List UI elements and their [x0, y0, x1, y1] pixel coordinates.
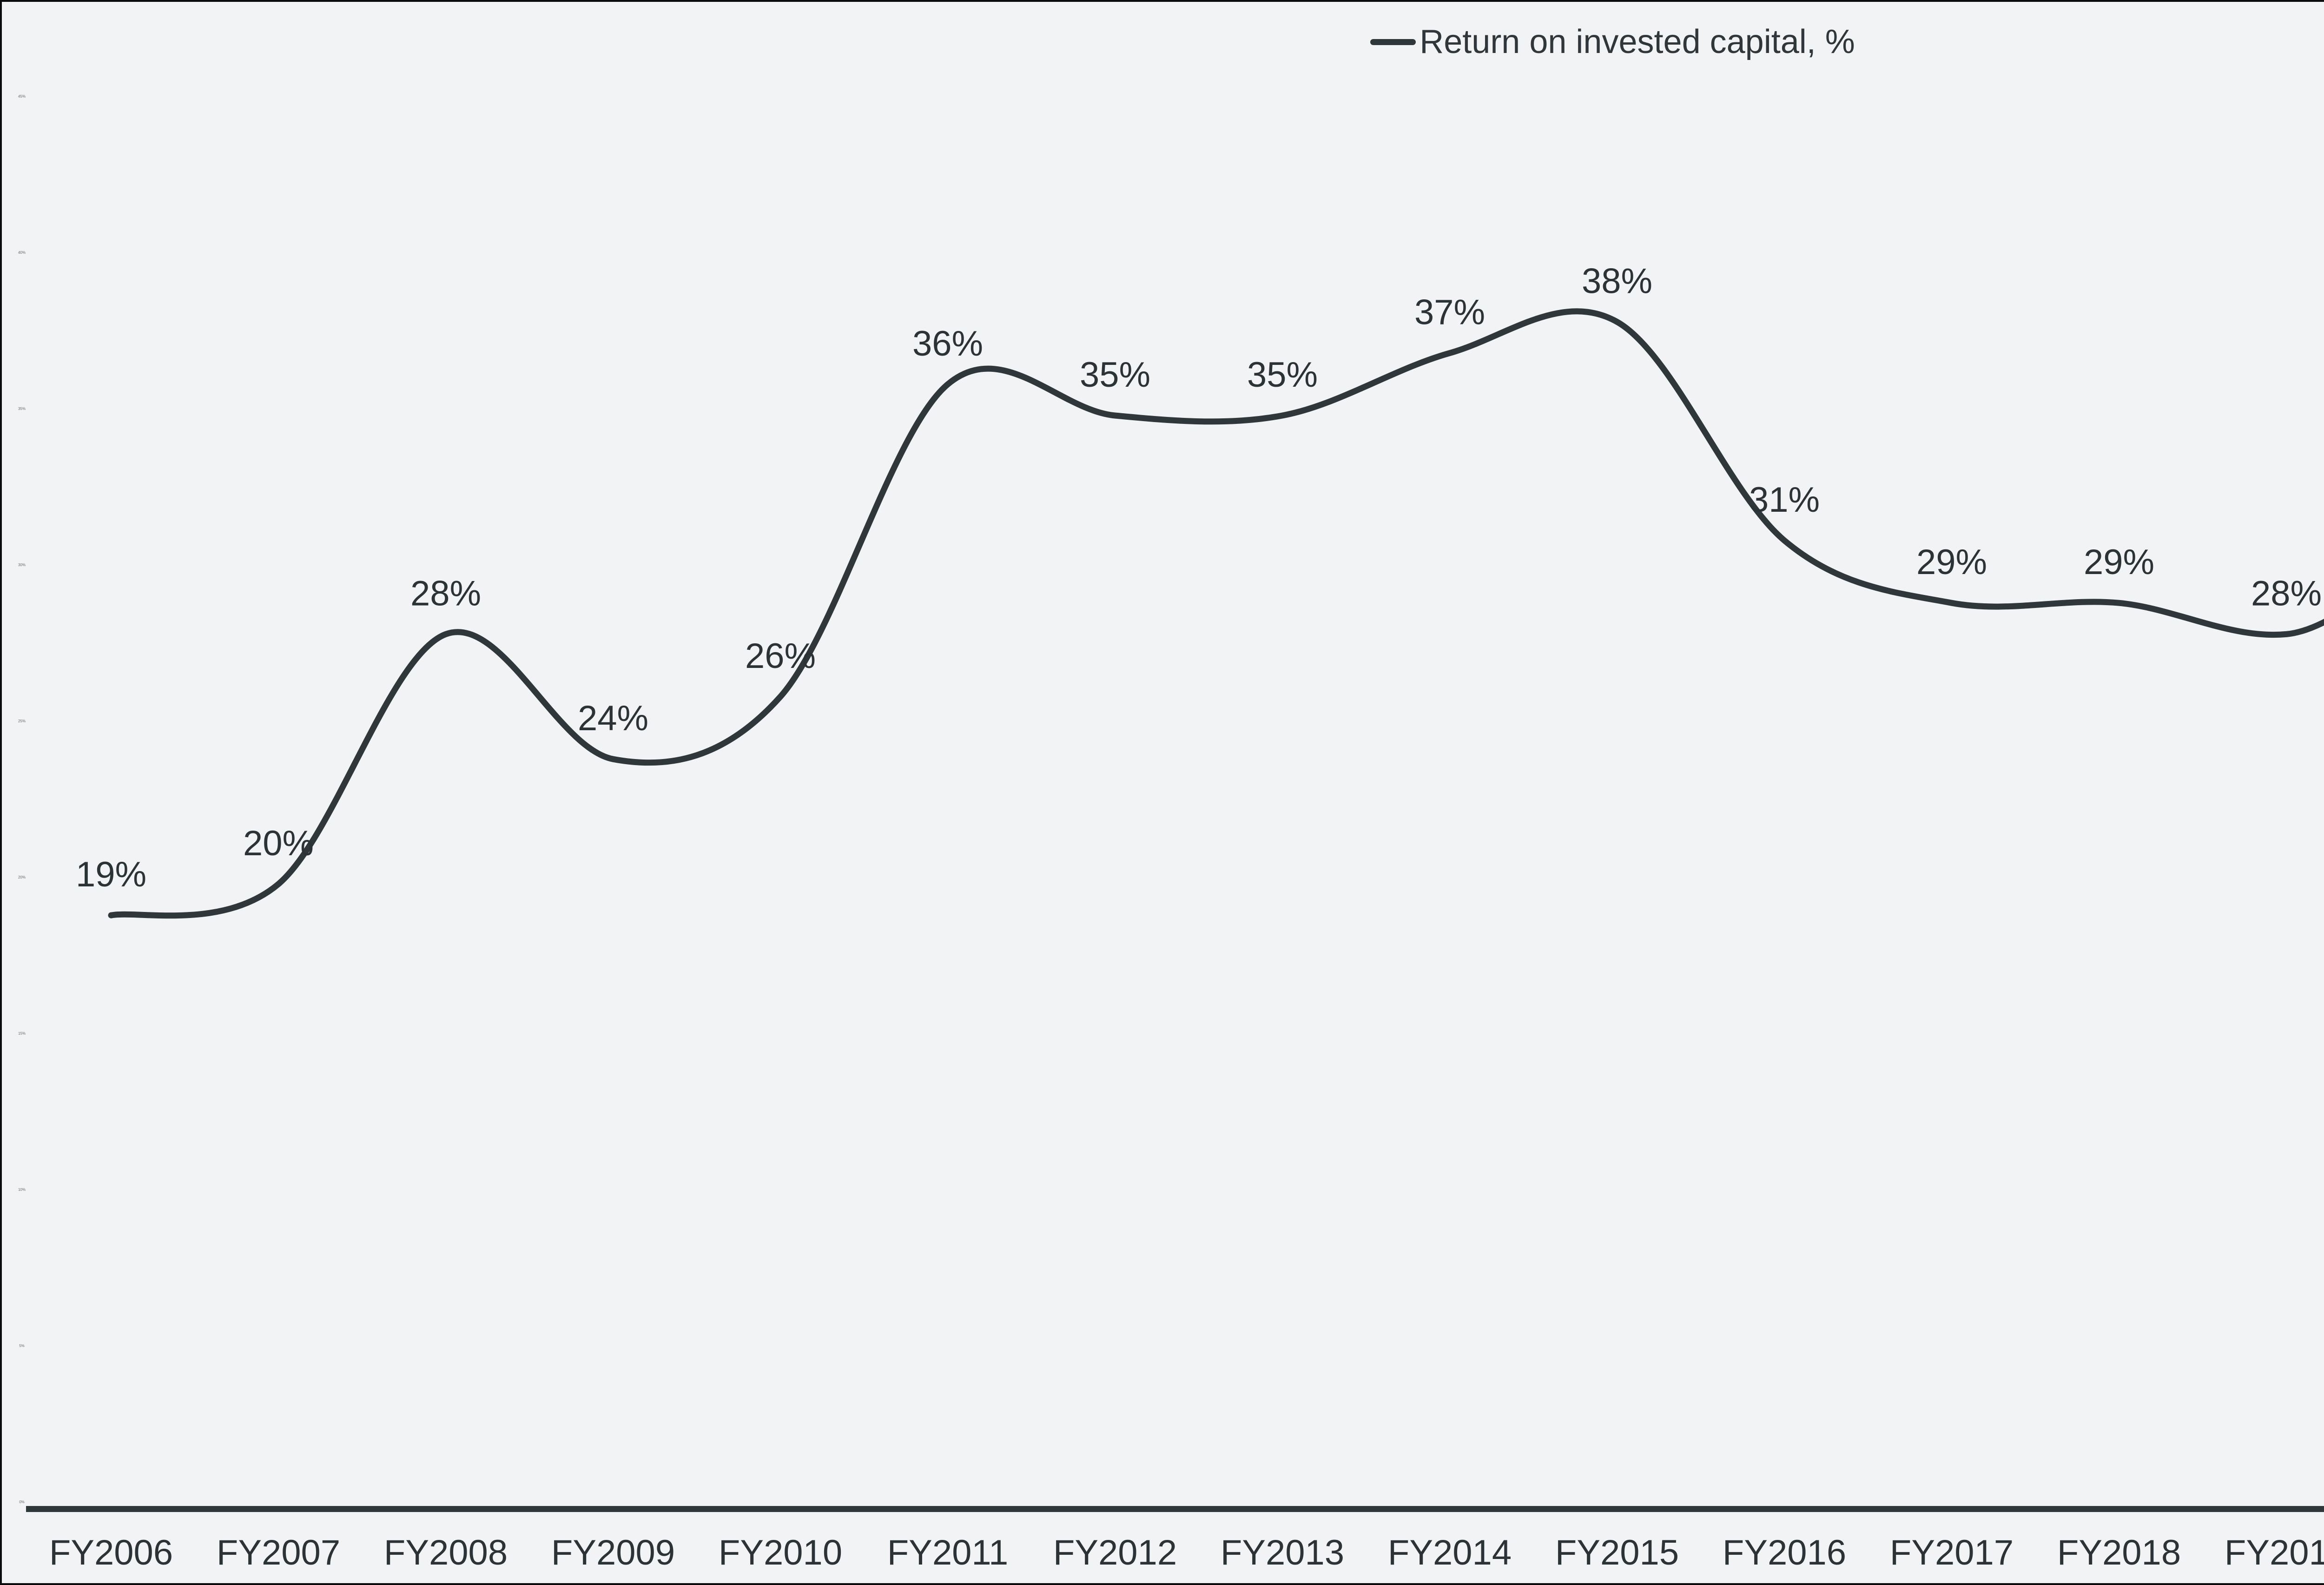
x-axis-label-fy2009: FY2009 [551, 1533, 675, 1572]
x-axis-label-fy2008: FY2008 [384, 1533, 508, 1572]
legend[interactable]: Return on invested capital, % [2, 22, 2324, 61]
x-axis-tick-labels: FY2006 FY2007 FY2008 FY2009 FY2010 FY2011 FY20… [49, 1533, 2324, 1572]
y-axis-label-45: 45% [18, 94, 26, 99]
legend-line-dash-icon [1370, 39, 1416, 45]
y-axis-label-0: 0% [19, 1500, 25, 1504]
x-axis-label-fy2011: FY2011 [887, 1533, 1009, 1572]
y-axis-label-15: 15% [18, 1031, 26, 1036]
y-axis-tick-labels: 45% 40% 35% 30% 25% 20% 15% 10% 5% 0% [18, 94, 26, 1504]
data-label-fy2006: 19% [76, 855, 146, 894]
data-label-fy2007: 20% [243, 824, 314, 863]
y-axis-label-30: 30% [18, 563, 26, 567]
x-axis-line [26, 1506, 2324, 1512]
data-label-fy2016: 31% [1749, 480, 1820, 520]
y-axis-label-40: 40% [18, 251, 26, 255]
x-axis-label-fy2013: FY2013 [1221, 1533, 1344, 1572]
data-label-fy2017: 29% [1916, 542, 1987, 582]
series-line-roic [108, 308, 2324, 919]
data-label-fy2014: 37% [1414, 293, 1485, 332]
y-axis-label-5: 5% [19, 1344, 25, 1348]
x-axis-label-fy2017: FY2017 [1890, 1533, 2014, 1572]
x-axis-label-fy2014: FY2014 [1388, 1533, 1512, 1572]
data-label-fy2010: 26% [745, 636, 816, 676]
data-label-fy2019: 28% [2251, 574, 2322, 613]
y-axis-label-35: 35% [18, 407, 26, 411]
x-axis-label-fy2019: FY2019 [2225, 1533, 2324, 1572]
data-label-fy2013: 35% [1247, 355, 1318, 395]
legend-label: Return on invested capital, % [1419, 23, 1855, 60]
x-axis-label-fy2012: FY2012 [1053, 1533, 1177, 1572]
y-axis-label-25: 25% [18, 719, 26, 723]
data-labels-group: 19% 20% 28% 24% 26% 36% 35% 35% 37% 38% 31% 29% 29% 2… [76, 261, 2322, 894]
data-label-fy2018: 29% [2084, 542, 2154, 582]
y-axis-label-20: 20% [18, 875, 26, 879]
data-label-fy2012: 35% [1080, 355, 1150, 395]
x-axis-label-fy2006: FY2006 [49, 1533, 173, 1572]
series-group [108, 308, 2324, 919]
x-axis-label-fy2007: FY2007 [217, 1533, 340, 1572]
x-axis-label-fy2010: FY2010 [719, 1533, 842, 1572]
y-axis-label-10: 10% [18, 1188, 26, 1192]
data-label-fy2011: 36% [912, 324, 983, 363]
data-label-fy2009: 24% [578, 699, 648, 738]
x-axis-label-fy2018: FY2018 [2057, 1533, 2181, 1572]
x-axis-label-fy2015: FY2015 [1555, 1533, 1679, 1572]
x-axis-label-fy2016: FY2016 [1723, 1533, 1846, 1572]
data-label-fy2008: 28% [410, 574, 481, 613]
data-label-fy2015: 38% [1582, 261, 1652, 301]
